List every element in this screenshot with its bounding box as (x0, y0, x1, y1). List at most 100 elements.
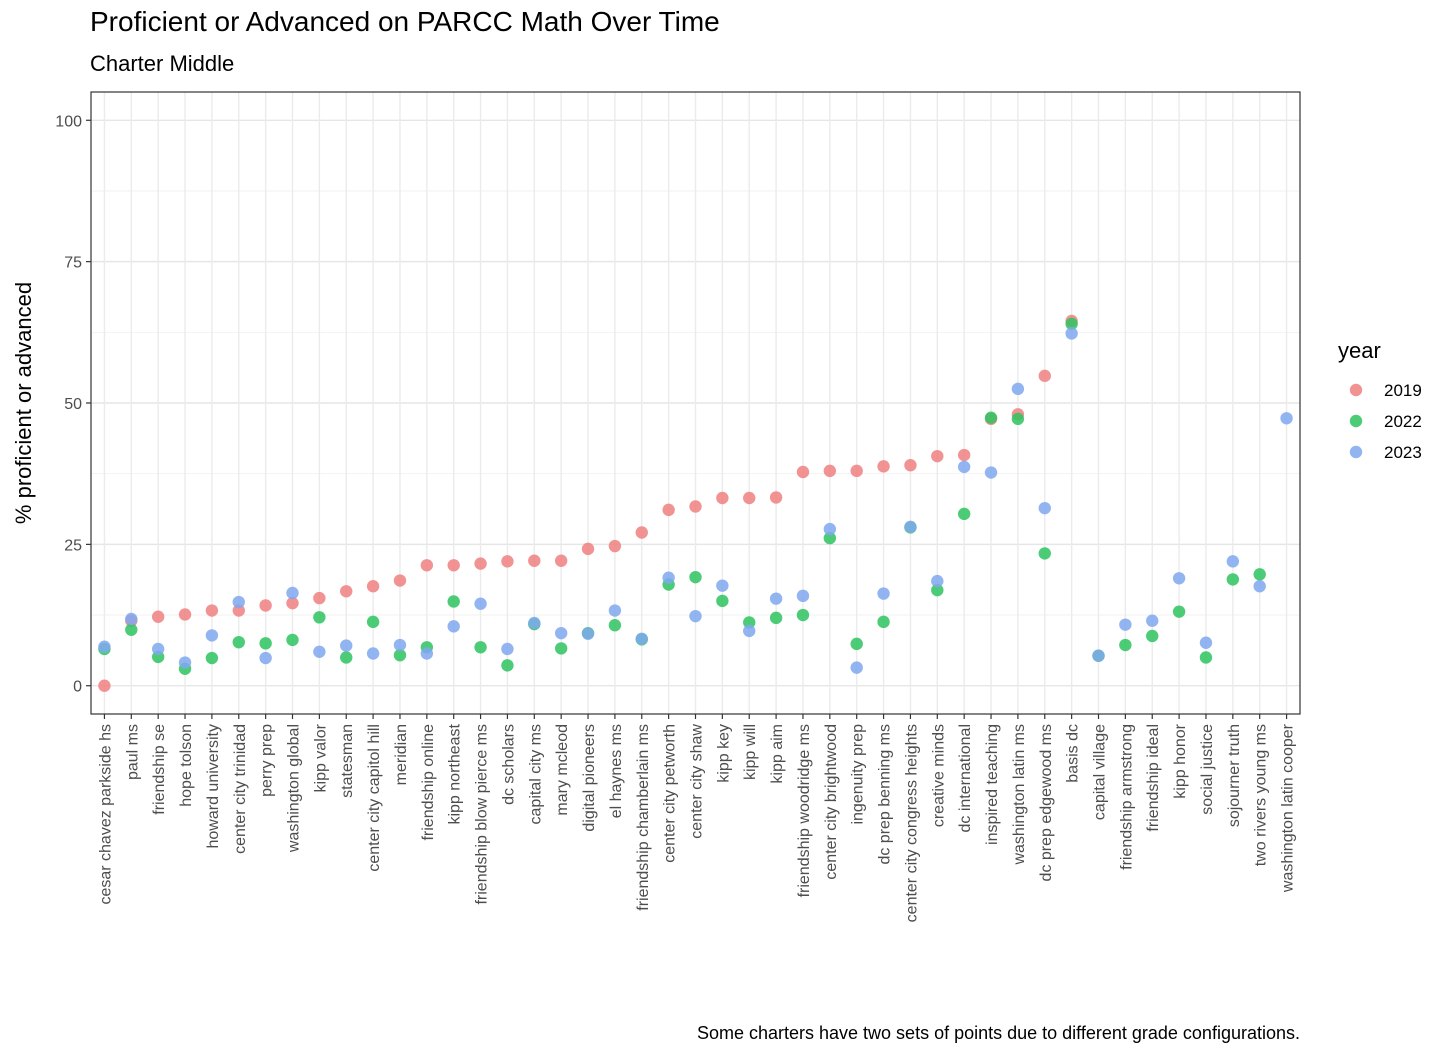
data-point-2019 (205, 604, 219, 617)
x-tick-label: kipp will (742, 724, 759, 780)
x-tick-label: paul ms (124, 724, 141, 780)
data-point-2023 (1280, 412, 1293, 425)
data-point-2023 (1172, 572, 1186, 585)
data-point-2023 (501, 642, 514, 656)
legend-label-2023: 2023 (1384, 443, 1422, 462)
data-point-2019 (769, 491, 783, 504)
x-tick-label: center city congress heights (903, 724, 920, 922)
data-point-2022 (1253, 568, 1266, 581)
data-point-2023 (151, 642, 165, 656)
data-point-2022 (1199, 651, 1213, 664)
y-axis: 0 25 50 75 100 (55, 113, 91, 696)
data-point-2023 (474, 597, 487, 610)
x-tick-label: inspired teaching (984, 724, 1001, 845)
x-tick-label: social justice (1199, 724, 1216, 815)
x-tick-label: dc international (957, 724, 974, 833)
x-tick-label: friendship se (151, 724, 168, 815)
data-point-2023 (420, 647, 434, 660)
x-tick-label: friendship online (420, 724, 437, 841)
data-point-2022 (608, 619, 622, 632)
data-point-2023 (1146, 614, 1159, 627)
x-tick-label: ingenuity prep (850, 724, 867, 825)
data-point-2019 (635, 526, 648, 539)
x-axis: cesar chavez parkside hs paul ms friendshi… (97, 714, 1297, 922)
data-point-2022 (1226, 573, 1240, 586)
data-point-2022 (313, 611, 326, 624)
data-point-2023 (286, 586, 299, 600)
data-point-2019 (420, 559, 434, 572)
legend-key-2019 (1349, 383, 1363, 397)
data-point-2023 (581, 627, 595, 640)
data-point-2022 (340, 651, 353, 664)
data-point-2022 (1172, 605, 1186, 618)
y-tick-label: 0 (73, 679, 82, 696)
data-point-2023 (178, 656, 192, 669)
x-tick-label: center city petworth (662, 724, 679, 863)
data-point-2023 (1011, 382, 1025, 396)
data-point-2022 (259, 637, 272, 650)
data-point-2022 (501, 659, 514, 672)
data-point-2022 (796, 608, 810, 622)
legend-label-2019: 2019 (1384, 381, 1422, 400)
data-point-2023 (608, 604, 622, 617)
x-tick-label: el haynes ms (608, 724, 625, 818)
y-tick-label: 100 (55, 113, 82, 130)
x-tick-label: perry prep (259, 724, 276, 797)
x-tick-label: howard university (205, 724, 222, 849)
x-tick-label: friendship armstrong (1118, 724, 1135, 870)
data-point-2022 (1038, 547, 1051, 560)
data-point-2023 (823, 522, 837, 536)
data-point-2023 (447, 620, 460, 633)
data-point-2023 (554, 626, 568, 640)
data-point-2023 (716, 579, 729, 592)
data-point-2023 (1038, 501, 1051, 515)
data-point-2022 (931, 583, 944, 597)
data-point-2019 (232, 604, 245, 617)
data-point-2019 (716, 491, 729, 505)
data-point-2019 (286, 596, 299, 610)
legend-label-2022: 2022 (1384, 412, 1422, 431)
data-point-2019 (151, 610, 165, 623)
x-tick-label: center city shaw (689, 724, 706, 839)
data-point-2023 (957, 460, 971, 474)
x-tick-label: center city brightwood (823, 724, 840, 880)
data-point-2019 (662, 503, 675, 517)
data-point-2023 (232, 595, 245, 609)
data-point-2019 (581, 542, 595, 556)
data-point-2023 (1119, 618, 1132, 631)
data-point-2023 (984, 466, 998, 479)
data-point-2019 (313, 591, 326, 605)
data-point-2019 (689, 500, 702, 513)
x-tick-label: capital city ms (527, 724, 544, 824)
x-tick-label: digital pioneers (581, 724, 598, 832)
data-point-2023 (1226, 555, 1240, 568)
data-point-2019 (528, 554, 541, 567)
chart-title: Proficient or Advanced on PARCC Math Ove… (90, 6, 720, 37)
data-point-2022 (850, 637, 863, 651)
data-point-2019 (393, 574, 407, 587)
data-point-2019 (850, 464, 863, 478)
data-point-2023 (125, 612, 138, 626)
x-tick-label: friendship woodridge ms (796, 724, 813, 897)
y-axis-title: % proficient or advanced (11, 282, 36, 524)
x-tick-label: kipp valor (312, 723, 329, 792)
legend: year 2019 2022 2023 (1338, 338, 1422, 462)
y-tick-label: 25 (64, 537, 82, 554)
data-point-2019 (340, 585, 353, 598)
data-point-2019 (957, 448, 971, 462)
data-point-2023 (98, 640, 111, 653)
data-point-2023 (313, 645, 326, 658)
legend-key-2023 (1349, 445, 1363, 459)
chart-subtitle: Charter Middle (90, 51, 235, 76)
data-point-2023 (796, 589, 810, 603)
data-point-2019 (447, 559, 460, 572)
data-point-2019 (259, 599, 272, 612)
data-point-2022 (743, 616, 756, 629)
data-point-2023 (1199, 636, 1213, 649)
x-tick-label: washington global (286, 724, 303, 853)
data-point-2022 (877, 615, 890, 629)
y-tick-label: 50 (64, 396, 82, 413)
data-point-2022 (1119, 638, 1132, 652)
data-point-2023 (1065, 327, 1078, 340)
data-point-2022 (689, 570, 702, 584)
